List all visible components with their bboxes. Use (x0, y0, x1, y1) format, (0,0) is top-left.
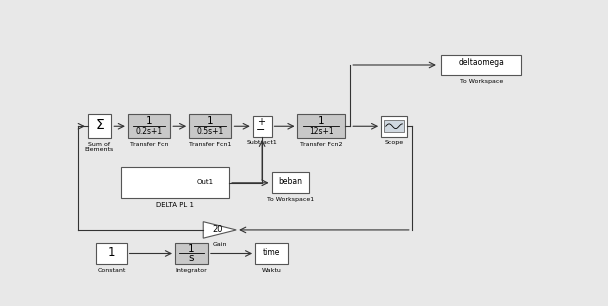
Text: Transfer Fcn1: Transfer Fcn1 (189, 142, 232, 147)
Text: 1: 1 (146, 116, 153, 126)
Bar (253, 116, 272, 137)
Text: Gain: Gain (212, 242, 227, 247)
Bar (384, 120, 404, 132)
Bar (175, 243, 208, 264)
Text: 20: 20 (213, 225, 223, 234)
Bar (297, 114, 345, 138)
Text: $\Sigma$: $\Sigma$ (95, 118, 105, 132)
Text: Transfer Fcn: Transfer Fcn (130, 142, 168, 147)
Text: deltaomega: deltaomega (458, 58, 504, 67)
Text: Constant: Constant (97, 268, 125, 273)
Text: Sum of
Elements: Sum of Elements (84, 142, 113, 152)
Bar (381, 116, 407, 137)
Text: beban: beban (278, 177, 302, 186)
Bar (255, 243, 288, 264)
Bar (441, 55, 521, 75)
Text: Waktu: Waktu (261, 268, 282, 273)
Text: 1: 1 (188, 244, 195, 254)
Text: 0.5s+1: 0.5s+1 (196, 127, 224, 136)
Text: Integrator: Integrator (176, 268, 207, 273)
Text: 1: 1 (207, 116, 213, 126)
Bar (189, 114, 232, 138)
Text: 12s+1: 12s+1 (309, 127, 333, 136)
Text: Scope: Scope (384, 140, 404, 145)
Text: 1: 1 (108, 246, 115, 259)
Bar (88, 114, 111, 138)
Text: −: − (256, 125, 266, 136)
Bar (128, 114, 170, 138)
Text: DELTA PL 1: DELTA PL 1 (156, 202, 194, 208)
Text: 1: 1 (318, 116, 324, 126)
Bar (121, 167, 229, 198)
Bar (272, 172, 309, 193)
Text: s: s (188, 253, 194, 263)
Text: To Workspace: To Workspace (460, 79, 503, 84)
Text: time: time (263, 248, 280, 257)
Text: +: + (257, 117, 264, 127)
Text: Transfer Fcn2: Transfer Fcn2 (300, 142, 342, 147)
Text: Out1: Out1 (197, 179, 214, 185)
Bar (96, 243, 126, 264)
Text: To Workspace1: To Workspace1 (267, 197, 314, 202)
Text: Subtract1: Subtract1 (247, 140, 277, 145)
Text: 0.2s+1: 0.2s+1 (136, 127, 162, 136)
Polygon shape (203, 222, 236, 238)
